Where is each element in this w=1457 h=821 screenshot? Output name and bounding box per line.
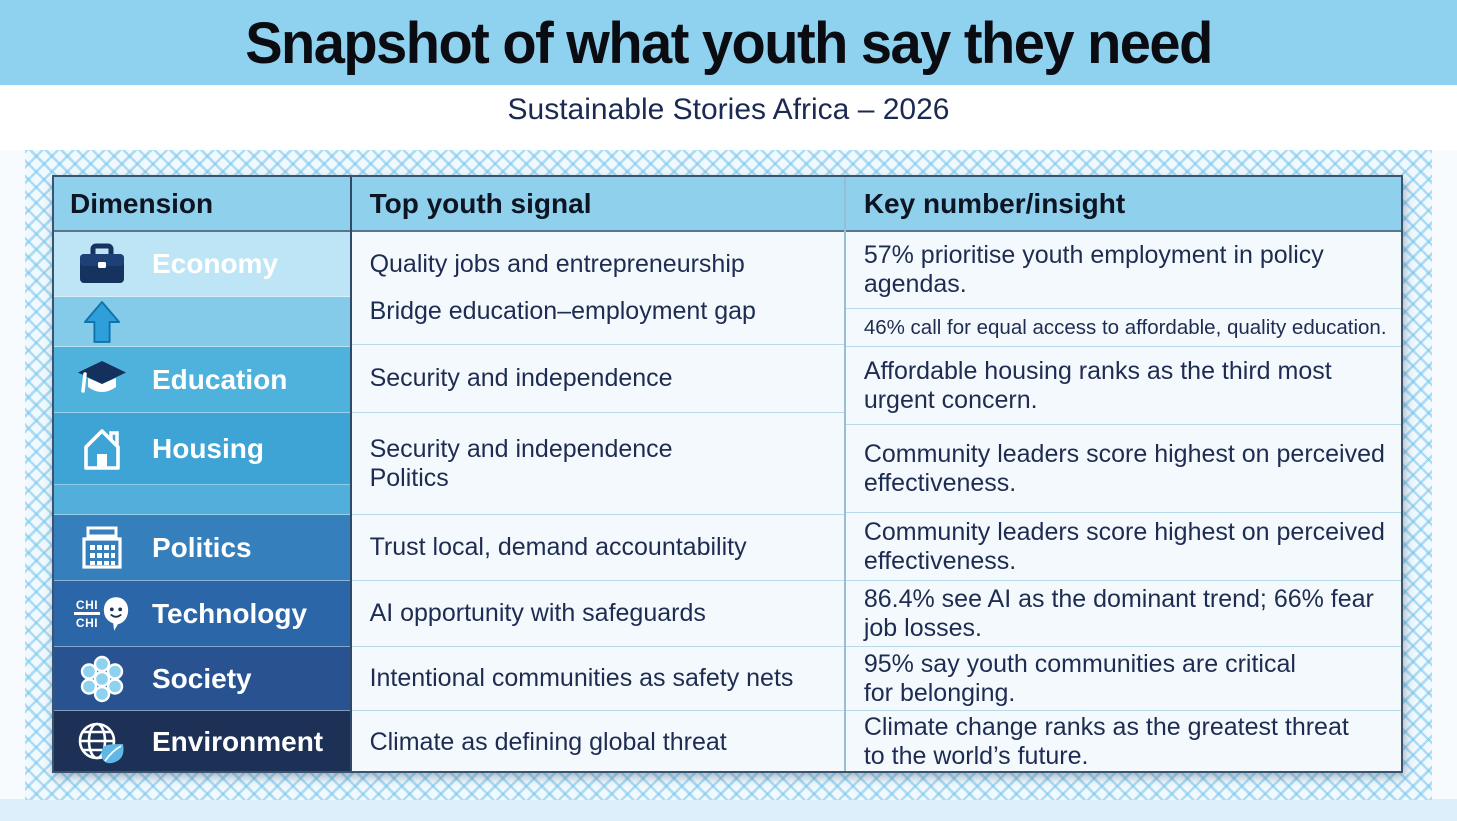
insight-cell-community-2: Community leaders score highest on perce…	[845, 513, 1401, 581]
dimension-row-trend	[54, 297, 350, 347]
title-band: Snapshot of what youth say they need	[0, 0, 1457, 85]
signal-cell-politics: Trust local, demand accountability	[351, 515, 844, 581]
dimension-row-education: Education	[54, 347, 350, 413]
header-insight: Key number/insight	[845, 177, 1401, 232]
page-title: Snapshot of what youth say they need	[245, 9, 1213, 76]
globe-leaf-icon	[74, 719, 130, 765]
signal-text: Intentional communities as safety nets	[369, 664, 794, 692]
arrow-up-icon	[74, 300, 130, 344]
snapshot-table: Dimension Economy	[52, 175, 1403, 773]
signal-cell-technology: AI opportunity with safeguards	[351, 581, 844, 647]
column-insight: Key number/insight 57% prioritise youth …	[845, 177, 1401, 771]
signal-text: Security and independence	[369, 434, 673, 463]
insight-cell-community-1: Community leaders score highest on perce…	[845, 425, 1401, 513]
chat-bot-icon: CHI CHI	[74, 594, 130, 634]
signal-text: Politics	[369, 463, 449, 492]
signal-cell-society: Intentional communities as safety nets	[351, 647, 844, 711]
dimension-label: Education	[152, 363, 288, 395]
header-signal: Top youth signal	[351, 177, 844, 232]
dimension-row-spacer	[54, 485, 350, 515]
dimension-label: Housing	[152, 432, 264, 464]
dimension-row-politics: Politics	[54, 515, 350, 581]
graduation-cap-icon	[74, 359, 130, 401]
signal-cell-housing: Security and independence Politics	[351, 413, 844, 515]
dimension-row-economy: Economy	[54, 232, 350, 297]
dimension-label: Politics	[152, 531, 252, 563]
dimension-row-society: Society	[54, 647, 350, 711]
bottom-strip	[0, 799, 1457, 821]
dimension-label: Society	[152, 662, 252, 694]
dimension-row-housing: Housing	[54, 413, 350, 485]
column-dimension: Dimension Economy	[54, 177, 350, 771]
dimension-row-technology: CHI CHI Technology	[54, 581, 350, 647]
dimension-label: Environment	[152, 726, 324, 757]
insight-cell-economy: 57% prioritise youth employment in polic…	[845, 232, 1401, 309]
subtitle-band: Sustainable Stories Africa – 2026	[0, 85, 1457, 150]
community-dots-icon	[74, 655, 130, 703]
signal-text: Trust local, demand accountability	[369, 533, 747, 561]
signal-text: Quality jobs and entrepreneurship	[369, 250, 745, 278]
signal-text: Climate as defining global threat	[369, 727, 727, 756]
chat-bot-icon-text: CHI CHI	[74, 597, 100, 630]
column-signal: Top youth signal Quality jobs and entrep…	[349, 177, 846, 771]
signal-text: Security and independence	[369, 364, 673, 392]
insight-cell-environment: Climate change ranks as the greatest thr…	[845, 711, 1401, 771]
insight-cell-education-access: 46% call for equal access to affordable,…	[845, 309, 1401, 347]
insight-cell-society: 95% say youth communities are critical f…	[845, 647, 1401, 711]
signal-cell-education: Security and independence	[351, 345, 844, 413]
insight-cell-housing: Affordable housing ranks as the third mo…	[845, 347, 1401, 425]
page-subtitle: Sustainable Stories Africa – 2026	[507, 93, 950, 126]
briefcase-icon	[74, 243, 130, 285]
signal-cell-environment: Climate as defining global threat	[351, 711, 844, 771]
dimension-label: Technology	[152, 597, 308, 629]
signal-text: Bridge education–employment gap	[369, 297, 756, 325]
signal-text: AI opportunity with safeguards	[369, 599, 706, 627]
dimension-label: Economy	[152, 248, 279, 279]
dimension-row-environment: Environment	[54, 711, 350, 771]
insight-cell-technology: 86.4% see AI as the dominant trend; 66% …	[845, 581, 1401, 647]
header-dimension: Dimension	[54, 177, 350, 232]
house-icon	[74, 426, 130, 472]
government-building-icon	[74, 526, 130, 570]
signal-cell-economy: Quality jobs and entrepreneurship Bridge…	[351, 232, 844, 345]
